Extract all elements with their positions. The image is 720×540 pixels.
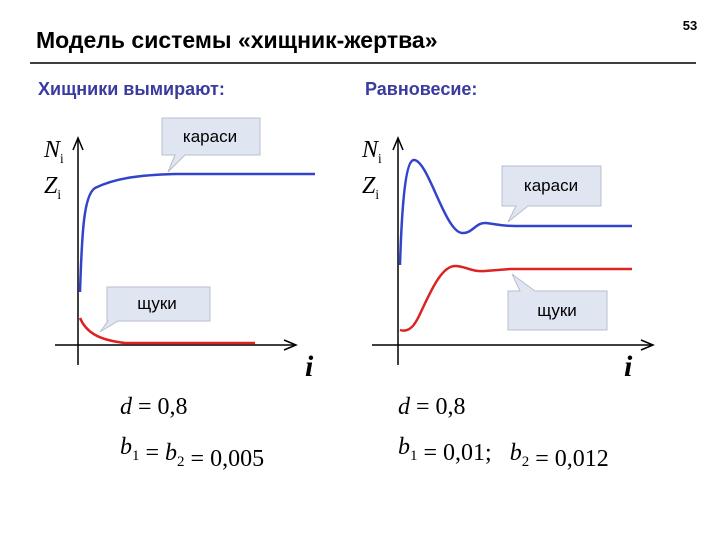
arrow — [72, 136, 84, 151]
variable: Z — [362, 173, 376, 199]
x-axis-label: i — [624, 350, 633, 383]
x-axis-label: i — [305, 350, 314, 383]
callout-text: щуки — [537, 301, 577, 320]
formula: d = 0,8 — [398, 394, 466, 420]
formula-text: = — [140, 440, 166, 466]
prey-curve — [398, 158, 632, 266]
callout-text: щуки — [137, 294, 177, 313]
callout — [507, 273, 608, 331]
subscript: 1 — [410, 448, 418, 464]
variable: b — [398, 434, 410, 460]
variable-label: Zi — [44, 173, 61, 202]
arrow — [283, 339, 298, 351]
formula: b1 = 0,01; b2 = 0,012 — [398, 434, 609, 472]
variable: Z — [44, 173, 58, 199]
predator-curve — [399, 264, 632, 332]
variable: N — [43, 137, 62, 163]
variable: N — [361, 137, 380, 163]
variable-label: Ni — [361, 137, 382, 166]
subscript: i — [375, 187, 379, 202]
variable: d — [398, 394, 411, 420]
subscript: 1 — [132, 448, 140, 464]
variable: b — [120, 434, 132, 460]
callout-text: караси — [524, 176, 578, 195]
variable-label: Ni — [43, 137, 64, 166]
variable-label: Zi — [362, 173, 379, 202]
formula: b1 = b2 = 0,005 — [120, 434, 264, 472]
left-plot: караси щуки — [55, 117, 315, 365]
prey-curve — [78, 172, 315, 293]
formula-text: = 0,005 — [185, 446, 265, 472]
formula-text: = 0,01; — [418, 440, 510, 466]
arrow — [640, 339, 655, 351]
variable: b — [165, 440, 177, 466]
predator-curve — [78, 317, 255, 345]
slide-title: Модель системы «хищник-жертва» — [36, 27, 438, 53]
page-number: 53 — [683, 18, 697, 33]
panel-heading: Хищники вымирают: — [38, 79, 225, 99]
arrow — [392, 136, 404, 151]
callout — [161, 117, 261, 173]
callout — [501, 165, 602, 223]
subscript: i — [60, 151, 64, 166]
variable: b — [510, 440, 522, 466]
formula-text: = 0,8 — [410, 394, 466, 420]
callout — [99, 286, 211, 333]
panel-heading: Равновесие: — [365, 79, 477, 99]
formula: d = 0,8 — [120, 394, 188, 420]
right-plot: караси щуки — [372, 136, 655, 365]
formula-text: = 0,012 — [529, 446, 609, 472]
callout-text: караси — [183, 127, 237, 146]
subscript: 2 — [177, 454, 185, 470]
subscript: 2 — [522, 454, 530, 470]
subscript: i — [57, 187, 61, 202]
subscript: i — [378, 151, 382, 166]
variable: d — [120, 394, 133, 420]
formula-text: = 0,8 — [132, 394, 188, 420]
